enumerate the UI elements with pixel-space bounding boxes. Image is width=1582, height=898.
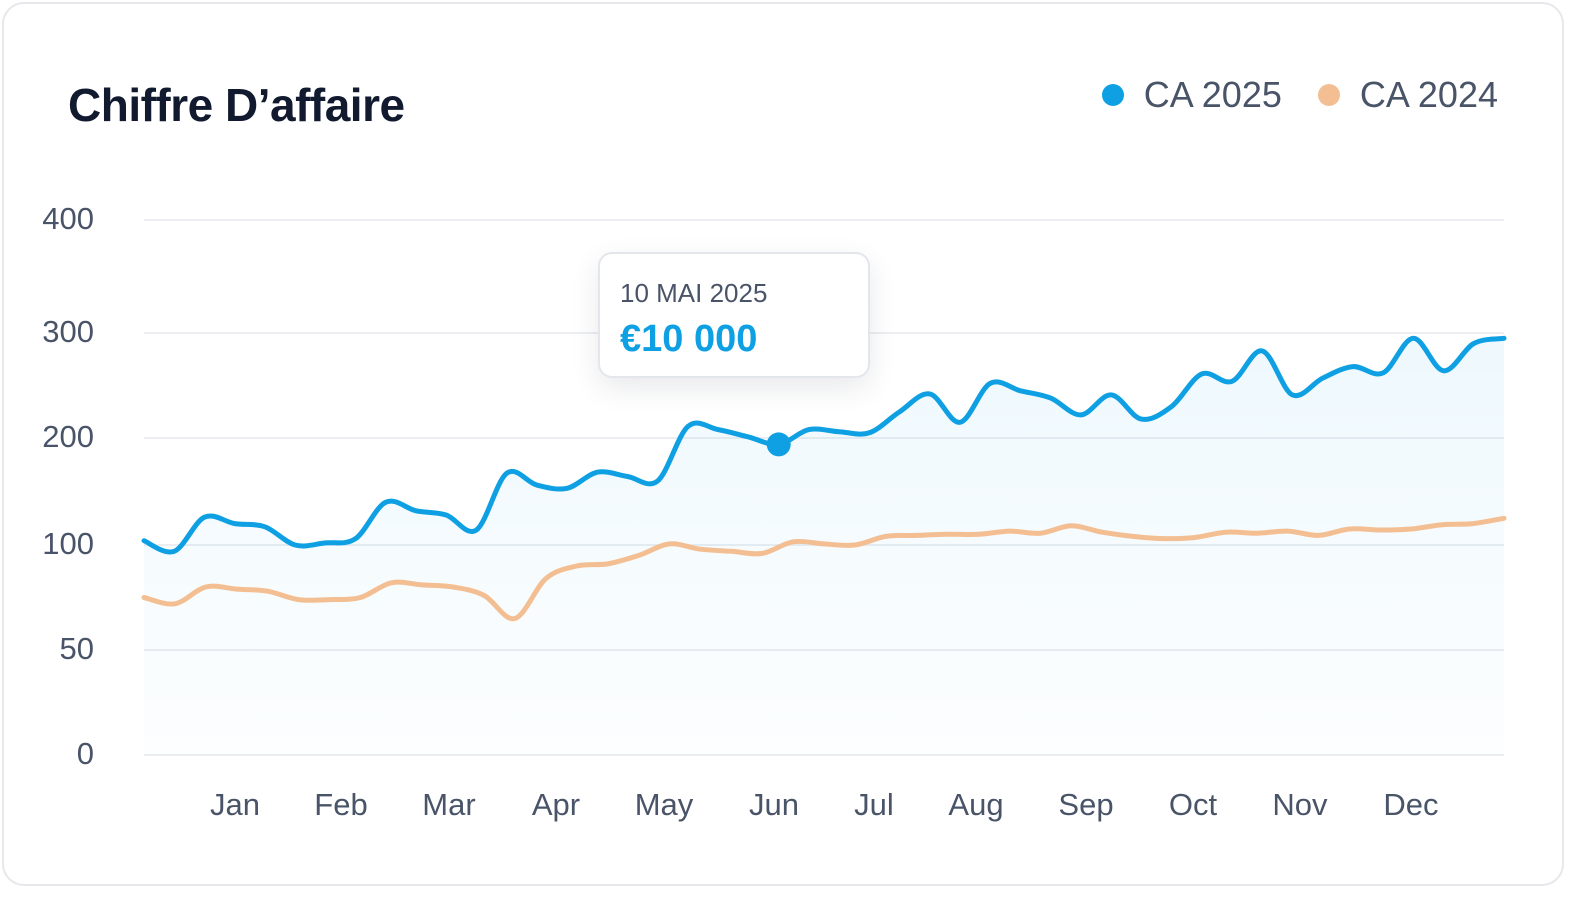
chart-title: Chiffre D’affaire bbox=[68, 79, 405, 131]
chart-legend: CA 2025 CA 2024 bbox=[1066, 74, 1498, 116]
x-tick-label: Sep bbox=[1058, 787, 1113, 822]
highlight-marker bbox=[766, 432, 791, 457]
legend-label-ca-2024: CA 2024 bbox=[1359, 74, 1498, 115]
y-axis-ticks: 0 50 100 200 300 400 bbox=[42, 201, 94, 771]
x-tick-label: Oct bbox=[1169, 787, 1218, 822]
x-tick-label: Feb bbox=[314, 787, 367, 822]
y-tick-label: 300 bbox=[42, 314, 94, 349]
x-tick-label: Aug bbox=[948, 787, 1003, 822]
y-tick-label: 400 bbox=[42, 201, 94, 236]
legend-dot-ca-2025 bbox=[1101, 84, 1124, 106]
x-tick-label: Dec bbox=[1383, 787, 1438, 822]
chart-tooltip: 10 MAI 2025 €10 000 bbox=[598, 252, 870, 378]
legend-label-ca-2025: CA 2025 bbox=[1143, 74, 1282, 115]
y-tick-label: 100 bbox=[42, 526, 94, 561]
x-tick-label: May bbox=[635, 787, 694, 822]
x-tick-label: Nov bbox=[1272, 787, 1328, 822]
x-axis-ticks: Jan Feb Mar Apr May Jun Jul Aug Sep Oct Nov Dec bbox=[210, 787, 1439, 822]
x-tick-label: Jul bbox=[854, 787, 894, 822]
highlight-point[interactable] bbox=[766, 432, 791, 457]
x-tick-label: Jan bbox=[210, 787, 260, 822]
tooltip-value: €10 000 bbox=[620, 318, 758, 360]
x-tick-label: Mar bbox=[422, 787, 475, 822]
x-tick-label: Apr bbox=[532, 787, 580, 822]
series-area-ca-2025 bbox=[144, 338, 1504, 755]
tooltip-date: 10 MAI 2025 bbox=[620, 278, 768, 308]
legend-item-ca-2025[interactable]: CA 2025 bbox=[1101, 74, 1282, 116]
y-tick-label: 200 bbox=[42, 419, 94, 454]
x-tick-label: Jun bbox=[749, 787, 799, 822]
y-tick-label: 0 bbox=[77, 736, 94, 771]
series-lines bbox=[141, 335, 1507, 755]
legend-item-ca-2024[interactable]: CA 2024 bbox=[1317, 74, 1498, 116]
series-line-ca-2025 bbox=[141, 335, 1507, 555]
y-tick-label: 50 bbox=[60, 631, 94, 666]
series-line-ca-2024 bbox=[141, 515, 1507, 622]
legend-dot-ca-2024 bbox=[1317, 84, 1340, 106]
